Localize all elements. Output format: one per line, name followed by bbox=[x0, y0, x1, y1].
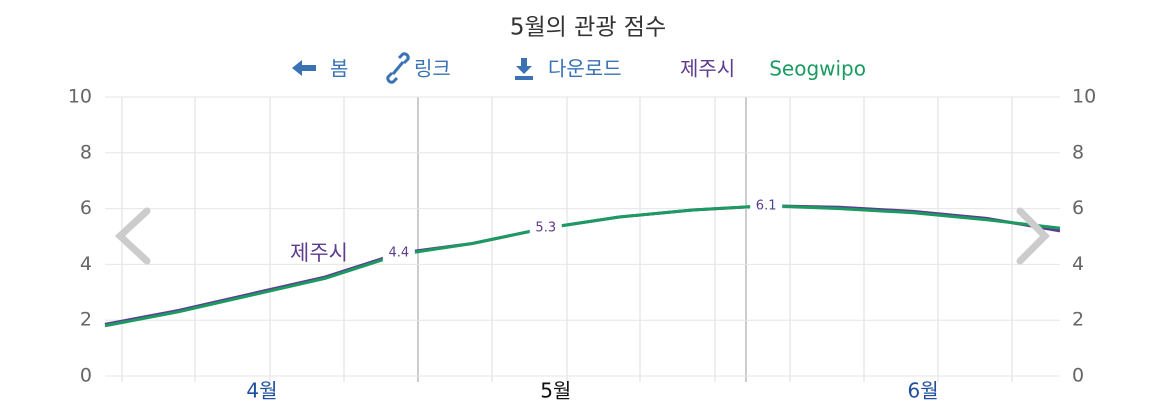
link-button[interactable]: 링크 bbox=[386, 52, 451, 84]
value-label: 6.1 bbox=[756, 198, 777, 213]
back-button[interactable]: 봄 bbox=[292, 57, 348, 81]
y2-tick-label: 0 bbox=[1072, 365, 1084, 387]
next-arrow[interactable] bbox=[1016, 207, 1050, 265]
chart-title: 5월의 관광 점수 bbox=[510, 15, 666, 41]
y-tick-label: 10 bbox=[68, 86, 92, 108]
series-inline-label: 제주시 bbox=[290, 241, 348, 265]
legend-entry[interactable]: 제주시 bbox=[680, 57, 735, 81]
back-icon bbox=[292, 60, 316, 76]
download-button[interactable]: 다운로드 bbox=[515, 57, 622, 81]
y2-tick-label: 6 bbox=[1072, 197, 1084, 219]
x-tick-label: 5월 bbox=[540, 379, 571, 403]
link-label: 링크 bbox=[414, 57, 451, 81]
y2-tick-label: 2 bbox=[1072, 309, 1084, 331]
y2-tick-label: 10 bbox=[1072, 86, 1096, 108]
value-label-bg bbox=[529, 219, 562, 238]
y-tick-label: 2 bbox=[80, 309, 92, 331]
series-line bbox=[104, 204, 1061, 328]
y-tick-label: 8 bbox=[80, 141, 92, 163]
value-label-bg bbox=[382, 244, 415, 263]
y-tick-label: 4 bbox=[80, 253, 92, 275]
y2-tick-label: 4 bbox=[1072, 253, 1084, 275]
value-label: 5.3 bbox=[535, 221, 556, 236]
legend-entry[interactable]: Seogwipo bbox=[769, 57, 866, 81]
y-tick-label: 0 bbox=[80, 365, 92, 387]
y2-tick-label: 8 bbox=[1072, 141, 1084, 163]
prev-arrow[interactable] bbox=[114, 207, 151, 265]
download-label: 다운로드 bbox=[548, 57, 622, 81]
back-label: 봄 bbox=[330, 57, 348, 81]
x-tick-label: 6월 bbox=[908, 379, 939, 403]
value-label: 4.4 bbox=[389, 246, 410, 261]
x-tick-label: 4월 bbox=[246, 379, 277, 403]
download-icon bbox=[515, 58, 533, 80]
value-label-bg bbox=[750, 196, 783, 215]
link-icon bbox=[386, 52, 410, 84]
y-tick-label: 6 bbox=[80, 197, 92, 219]
